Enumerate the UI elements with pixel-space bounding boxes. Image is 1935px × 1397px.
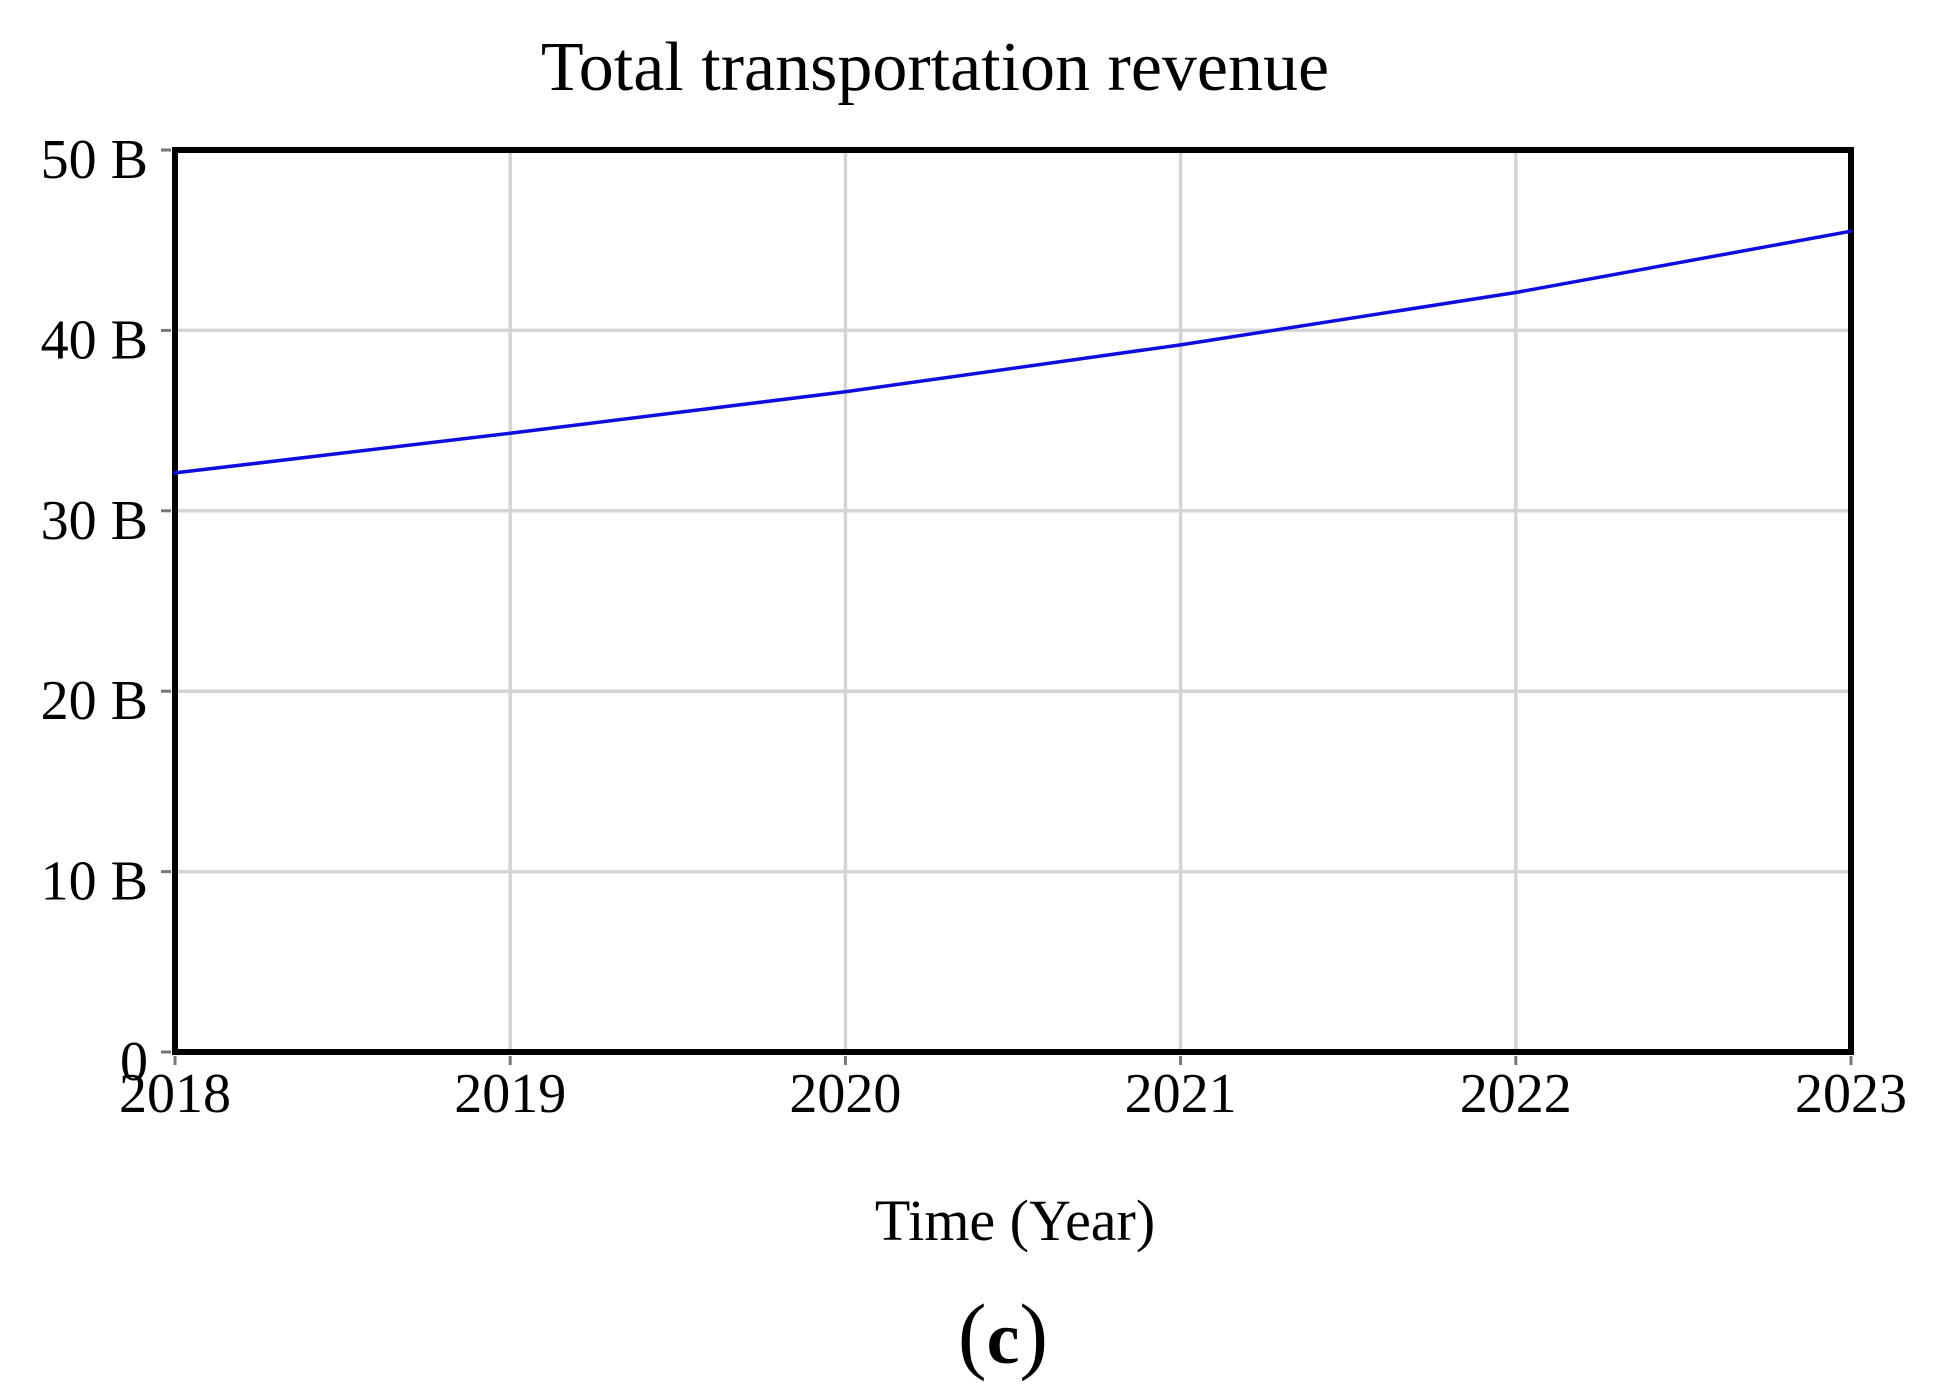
y-axis-labels: 0 10 B 20 B 30 B 40 B 50 B xyxy=(41,129,148,1093)
caption-paren-open: ( xyxy=(958,1286,987,1382)
plot-border xyxy=(172,147,1854,1055)
y-axis-tick-label: 20 B xyxy=(41,670,148,732)
data-series xyxy=(173,229,1853,475)
y-axis-tick-label: 0 xyxy=(120,1031,148,1093)
y-axis-tick-label: 40 B xyxy=(41,309,148,371)
chart-title: Total transportation revenue xyxy=(541,29,1329,106)
x-axis-tick-label: 2021 xyxy=(1125,1063,1237,1125)
y-axis-tick-label: 30 B xyxy=(41,490,148,552)
caption-paren-close: ) xyxy=(1019,1286,1048,1382)
series-line xyxy=(173,229,1853,475)
y-axis-tick-label: 50 B xyxy=(41,129,148,191)
x-axis-labels: 2018 2019 2020 2021 2022 2023 xyxy=(119,1063,1907,1125)
x-axis-tick-label: 2018 xyxy=(119,1063,231,1125)
gridlines xyxy=(175,150,1851,1052)
x-axis-tick-label: 2019 xyxy=(454,1063,566,1125)
caption-letter: c xyxy=(987,1298,1020,1380)
x-axis-tick-label: 2020 xyxy=(789,1063,901,1125)
figure-caption: (c) xyxy=(958,1286,1048,1382)
plot-frame xyxy=(172,147,1854,1055)
axis-ticks xyxy=(161,148,1853,1065)
x-axis-tick-label: 2022 xyxy=(1460,1063,1572,1125)
x-axis-title: Time (Year) xyxy=(875,1188,1155,1253)
x-axis-tick-label: 2023 xyxy=(1795,1063,1907,1125)
y-axis-tick-label: 10 B xyxy=(41,851,148,913)
